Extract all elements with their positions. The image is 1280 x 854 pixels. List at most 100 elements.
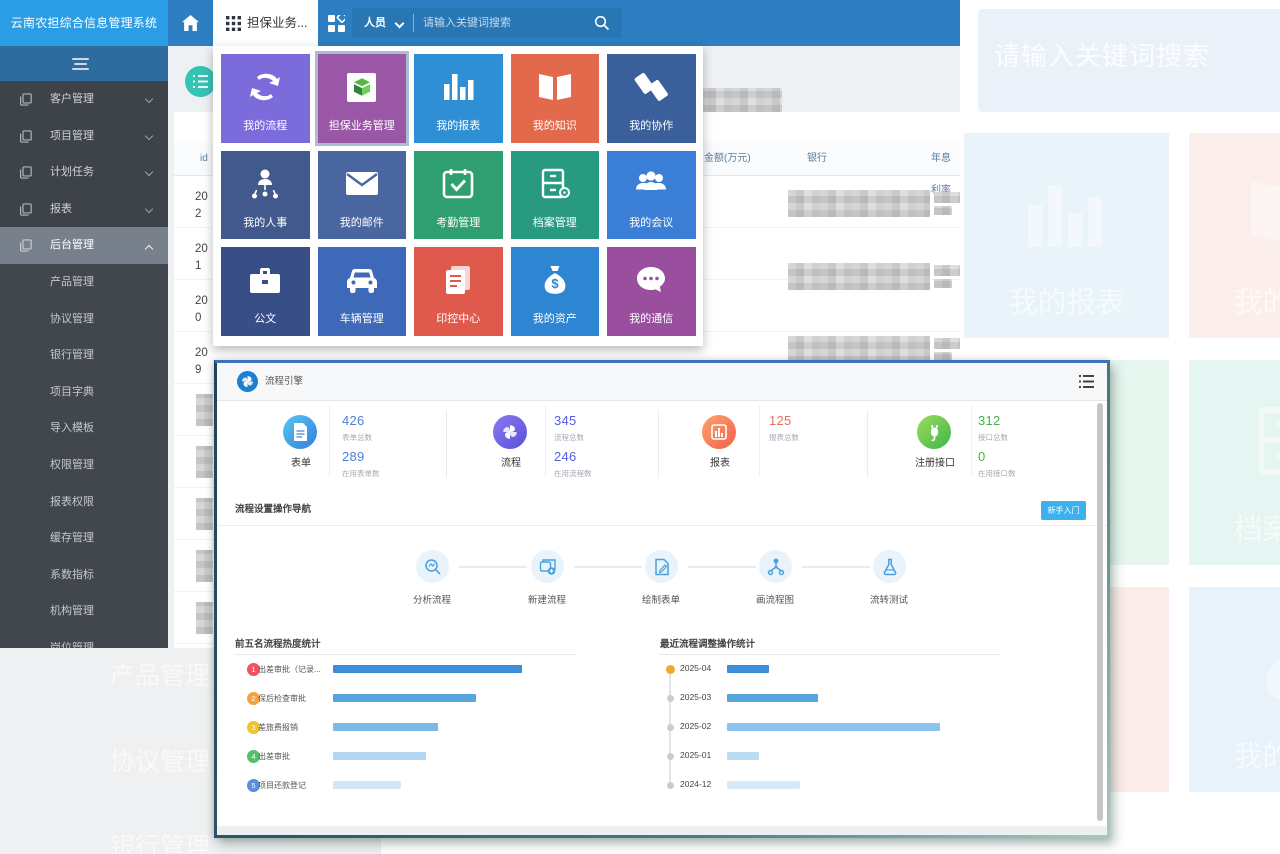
search-input[interactable]: 请输入关键词搜索 bbox=[423, 17, 511, 29]
divider bbox=[759, 405, 760, 477]
rank-3-badge: 3 bbox=[247, 721, 260, 734]
stat-value: 125 bbox=[769, 413, 792, 428]
draw-form-icon bbox=[654, 558, 669, 575]
category-icon[interactable] bbox=[328, 15, 345, 32]
launcher-tile-knowledge[interactable]: 我的知识 bbox=[510, 54, 599, 143]
sidebar-item-tasks[interactable]: 计划任务 bbox=[0, 154, 168, 191]
divider bbox=[971, 405, 972, 477]
open-book-icon bbox=[538, 74, 571, 100]
table-cell-id: 20 9 bbox=[195, 345, 208, 379]
tile-icon bbox=[221, 67, 310, 107]
sidebar-subitem-permission[interactable]: 权限管理 bbox=[0, 446, 168, 484]
launcher-tile-archive[interactable]: 档案管理 bbox=[510, 150, 599, 239]
newbie-guide-button[interactable]: 新手入门 bbox=[1041, 501, 1086, 520]
launcher-tile-process[interactable]: 我的流程 bbox=[221, 54, 310, 143]
launcher-tab[interactable]: 担保业务... bbox=[213, 0, 318, 46]
sidebar-subitem-label: 报表权限 bbox=[50, 495, 94, 508]
redacted-block bbox=[934, 206, 952, 215]
sidebar-subitem-import[interactable]: 导入模板 bbox=[0, 410, 168, 447]
sidebar-subitem-coefficient[interactable]: 系数指标 bbox=[0, 556, 168, 594]
faded-sidebar-item: 银行管理 bbox=[110, 833, 211, 854]
new-process-icon bbox=[539, 558, 556, 575]
pages-icon bbox=[20, 239, 32, 253]
list-menu-icon[interactable] bbox=[1079, 375, 1094, 388]
search-category-select[interactable]: 人员 bbox=[364, 17, 386, 29]
stat-caption: 表单总数 bbox=[342, 433, 372, 442]
launcher-tile-print[interactable]: 印控中心 bbox=[414, 247, 503, 336]
redacted-block bbox=[196, 602, 213, 634]
modal-title: 流程引擎 bbox=[265, 376, 304, 387]
table-cell-id: 20 2 bbox=[195, 189, 208, 223]
tile-icon: $ bbox=[511, 260, 600, 300]
launcher-tile-mail[interactable]: 我的邮件 bbox=[317, 150, 406, 239]
sidebar-subitem-bank[interactable]: 银行管理 bbox=[0, 337, 168, 374]
list-icon bbox=[193, 75, 208, 88]
bar bbox=[727, 694, 818, 702]
grid-icon bbox=[226, 16, 241, 31]
chevron-down-icon bbox=[144, 167, 154, 177]
table-cell-id: 20 0 bbox=[195, 293, 208, 327]
divider bbox=[659, 654, 999, 655]
step-test[interactable] bbox=[873, 550, 906, 583]
redacted-block bbox=[788, 263, 930, 290]
sidebar-item-project[interactable]: 项目管理 bbox=[0, 118, 168, 155]
launcher-tile-communication[interactable]: 我的通信 bbox=[607, 247, 696, 336]
modal-scrollbar[interactable] bbox=[1097, 403, 1103, 821]
report-stat-icon bbox=[702, 415, 736, 449]
stat-caption: 报表总数 bbox=[769, 433, 799, 442]
faded-sidebar-item: 产品管理 bbox=[110, 662, 211, 690]
stat-value: 312 bbox=[978, 413, 1001, 428]
id-line: 20 bbox=[195, 243, 208, 255]
sidebar-subitem-label: 权限管理 bbox=[50, 458, 94, 471]
timeline-label: 2025-03 bbox=[680, 692, 712, 702]
step-connector bbox=[802, 566, 870, 568]
sidebar-item-label: 项目管理 bbox=[50, 129, 94, 142]
sidebar-item-report[interactable]: 报表 bbox=[0, 191, 168, 228]
redacted-block bbox=[196, 394, 213, 426]
divider bbox=[867, 410, 868, 478]
home-button[interactable] bbox=[168, 0, 213, 46]
app-title: 云南农担综合信息管理系统 bbox=[0, 0, 168, 46]
launcher-tile-hr[interactable]: 我的人事 bbox=[221, 150, 310, 239]
bar bbox=[333, 694, 476, 702]
chat-bubble-icon bbox=[637, 267, 666, 292]
launcher-tile-guarantee[interactable]: 担保业务管理 bbox=[317, 54, 406, 143]
sidebar-subitem-label: 协议管理 bbox=[50, 312, 94, 325]
pages-icon bbox=[20, 93, 32, 106]
step-connector bbox=[574, 566, 642, 568]
modal-hscrollbar[interactable] bbox=[217, 826, 1107, 835]
sidebar-item-admin[interactable]: 后台管理 bbox=[0, 227, 168, 264]
step-analyze[interactable] bbox=[416, 550, 449, 583]
launcher-tile-meeting[interactable]: 我的会议 bbox=[607, 150, 696, 239]
sidebar-subitem-agreement[interactable]: 协议管理 bbox=[0, 300, 168, 338]
timeline-label: 2025-04 bbox=[680, 663, 712, 673]
sidebar-subitem-report-permission[interactable]: 报表权限 bbox=[0, 483, 168, 521]
stat-value: 289 bbox=[342, 449, 365, 464]
sidebar-subitem-product[interactable]: 产品管理 bbox=[0, 263, 168, 301]
tile-icon bbox=[414, 260, 503, 300]
step-draw-form[interactable] bbox=[645, 550, 678, 583]
launcher-tile-asset[interactable]: $ 我的资产 bbox=[510, 247, 600, 336]
analyze-icon bbox=[424, 558, 441, 575]
documents-icon bbox=[446, 266, 471, 294]
people-group-icon bbox=[636, 170, 667, 190]
search-icon[interactable] bbox=[594, 15, 610, 31]
launcher-tile-document[interactable]: 公文 bbox=[221, 247, 310, 336]
page-icon bbox=[185, 66, 216, 97]
white-icon-box bbox=[347, 72, 377, 102]
divider bbox=[235, 654, 575, 655]
id-line: 20 bbox=[195, 295, 208, 307]
launcher-tile-collaboration[interactable]: 我的协作 bbox=[607, 54, 696, 143]
step-flow-diagram[interactable] bbox=[759, 550, 792, 583]
sidebar-toggle[interactable] bbox=[0, 46, 168, 81]
table-cell-id: 20 1 bbox=[195, 241, 208, 275]
launcher-tile-vehicle[interactable]: 车辆管理 bbox=[317, 247, 406, 336]
sidebar-subitem-extra[interactable]: 岗位管理 bbox=[0, 629, 168, 648]
launcher-tile-attendance[interactable]: 考勤管理 bbox=[414, 150, 503, 239]
step-create[interactable] bbox=[531, 550, 564, 583]
sidebar-subitem-cache[interactable]: 缓存管理 bbox=[0, 520, 168, 557]
sidebar-item-customer[interactable]: 客户管理 bbox=[0, 81, 168, 118]
launcher-tile-report[interactable]: 我的报表 bbox=[414, 54, 503, 143]
sidebar-subitem-organization[interactable]: 机构管理 bbox=[0, 593, 168, 630]
sidebar-subitem-dictionary[interactable]: 项目字典 bbox=[0, 373, 168, 411]
